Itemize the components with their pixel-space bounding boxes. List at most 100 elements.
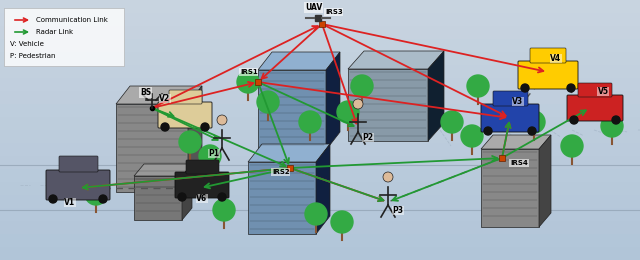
Bar — [0, 247, 640, 260]
Circle shape — [218, 193, 226, 201]
Bar — [0, 104, 640, 117]
Bar — [0, 156, 640, 169]
FancyBboxPatch shape — [46, 170, 110, 200]
Circle shape — [85, 183, 107, 205]
Text: IRS1: IRS1 — [240, 69, 258, 75]
FancyBboxPatch shape — [59, 156, 98, 172]
Bar — [0, 26, 640, 39]
Circle shape — [305, 203, 327, 225]
Polygon shape — [348, 69, 428, 141]
Circle shape — [484, 127, 492, 135]
Polygon shape — [428, 51, 444, 141]
Circle shape — [217, 115, 227, 125]
Text: V: Vehicle: V: Vehicle — [10, 41, 44, 47]
Circle shape — [351, 75, 373, 97]
FancyBboxPatch shape — [567, 95, 623, 121]
Text: IRS4: IRS4 — [510, 160, 528, 166]
Polygon shape — [258, 52, 340, 70]
Bar — [0, 143, 640, 156]
Circle shape — [179, 131, 201, 153]
Bar — [0, 182, 640, 195]
Text: P2: P2 — [362, 133, 374, 142]
Circle shape — [178, 193, 186, 201]
Circle shape — [523, 111, 545, 133]
Text: P1: P1 — [209, 149, 220, 158]
Text: V4: V4 — [550, 54, 561, 63]
Polygon shape — [258, 70, 326, 150]
Bar — [4, 8, 124, 66]
Circle shape — [383, 172, 393, 182]
Text: P3: P3 — [392, 206, 403, 215]
FancyBboxPatch shape — [481, 104, 539, 132]
Circle shape — [612, 116, 620, 124]
Bar — [0, 195, 640, 208]
Circle shape — [467, 75, 489, 97]
Bar — [0, 169, 640, 182]
Circle shape — [561, 135, 583, 157]
Polygon shape — [248, 162, 316, 234]
Circle shape — [99, 195, 107, 203]
Polygon shape — [326, 52, 340, 150]
Text: IRS2: IRS2 — [272, 169, 290, 175]
FancyBboxPatch shape — [530, 48, 566, 63]
Bar — [0, 39, 640, 52]
Circle shape — [570, 116, 578, 124]
Polygon shape — [134, 164, 192, 176]
FancyBboxPatch shape — [186, 160, 219, 174]
Text: UAV: UAV — [305, 3, 323, 12]
FancyBboxPatch shape — [158, 102, 212, 128]
Circle shape — [461, 125, 483, 147]
Circle shape — [353, 99, 363, 109]
Polygon shape — [481, 135, 551, 149]
Circle shape — [257, 91, 279, 113]
Text: V1: V1 — [65, 198, 76, 207]
FancyBboxPatch shape — [578, 83, 612, 97]
Polygon shape — [248, 144, 330, 162]
Bar — [0, 13, 640, 26]
Circle shape — [441, 111, 463, 133]
Bar — [0, 78, 640, 91]
Circle shape — [49, 195, 57, 203]
Bar — [0, 52, 640, 65]
Circle shape — [299, 111, 321, 133]
Text: IRS3: IRS3 — [325, 9, 343, 15]
Bar — [0, 117, 640, 130]
Bar — [0, 130, 640, 143]
Circle shape — [567, 84, 575, 92]
Polygon shape — [182, 164, 192, 220]
Circle shape — [161, 123, 169, 131]
Polygon shape — [116, 104, 188, 192]
Text: P: Pedestrian: P: Pedestrian — [10, 53, 56, 59]
Circle shape — [337, 101, 359, 123]
Circle shape — [528, 127, 536, 135]
Circle shape — [237, 71, 259, 93]
Text: V2: V2 — [159, 94, 171, 103]
Text: V3: V3 — [513, 97, 524, 106]
Polygon shape — [134, 176, 182, 220]
Circle shape — [199, 145, 221, 167]
FancyBboxPatch shape — [518, 61, 578, 89]
FancyBboxPatch shape — [493, 91, 528, 106]
Circle shape — [521, 84, 529, 92]
Polygon shape — [348, 51, 444, 69]
Text: Communication Link: Communication Link — [36, 17, 108, 23]
Polygon shape — [316, 144, 330, 234]
Text: V6: V6 — [196, 194, 207, 203]
Bar — [0, 208, 640, 221]
Polygon shape — [188, 86, 202, 192]
Polygon shape — [539, 135, 551, 227]
Polygon shape — [116, 86, 202, 104]
Bar — [0, 0, 640, 13]
Circle shape — [213, 199, 235, 221]
FancyBboxPatch shape — [175, 172, 229, 198]
Bar — [0, 234, 640, 247]
Circle shape — [331, 211, 353, 233]
Circle shape — [601, 115, 623, 137]
Bar — [0, 65, 640, 78]
Bar — [0, 221, 640, 234]
Circle shape — [201, 123, 209, 131]
Bar — [0, 91, 640, 104]
Text: Radar Link: Radar Link — [36, 29, 73, 35]
Polygon shape — [481, 149, 539, 227]
Text: V5: V5 — [598, 87, 609, 96]
